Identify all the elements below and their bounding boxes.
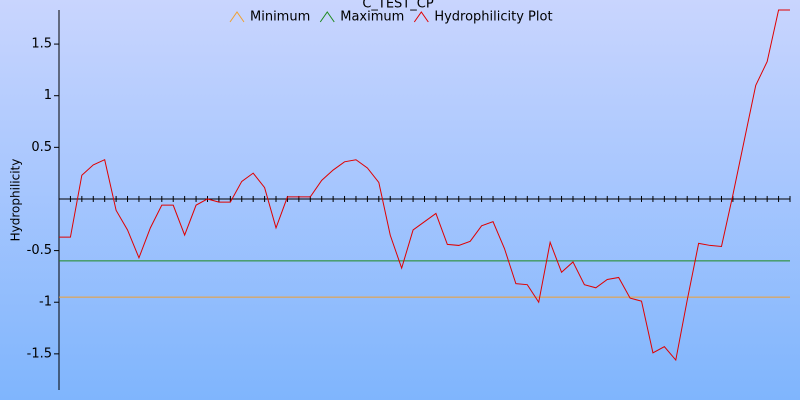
y-axis-label: Hydrophilicity [9,159,23,242]
y-tick-label: 1.5 [31,37,52,52]
chart-title: C_TEST_CP [362,0,434,12]
y-tick-label: 1 [44,88,52,103]
legend-icon [229,11,245,23]
legend-label: Hydrophilicity Plot [434,10,552,25]
y-tick-label: -0.5 [27,243,52,258]
legend-label: Minimum [250,10,310,25]
y-tick-label: -1 [39,295,52,310]
data-line [59,9,790,362]
y-tick-label: 0.5 [31,140,52,155]
legend-label: Maximum [340,10,404,25]
legend-icon [319,11,335,23]
y-tick-label: -1.5 [27,346,52,361]
legend-icon [413,11,429,23]
